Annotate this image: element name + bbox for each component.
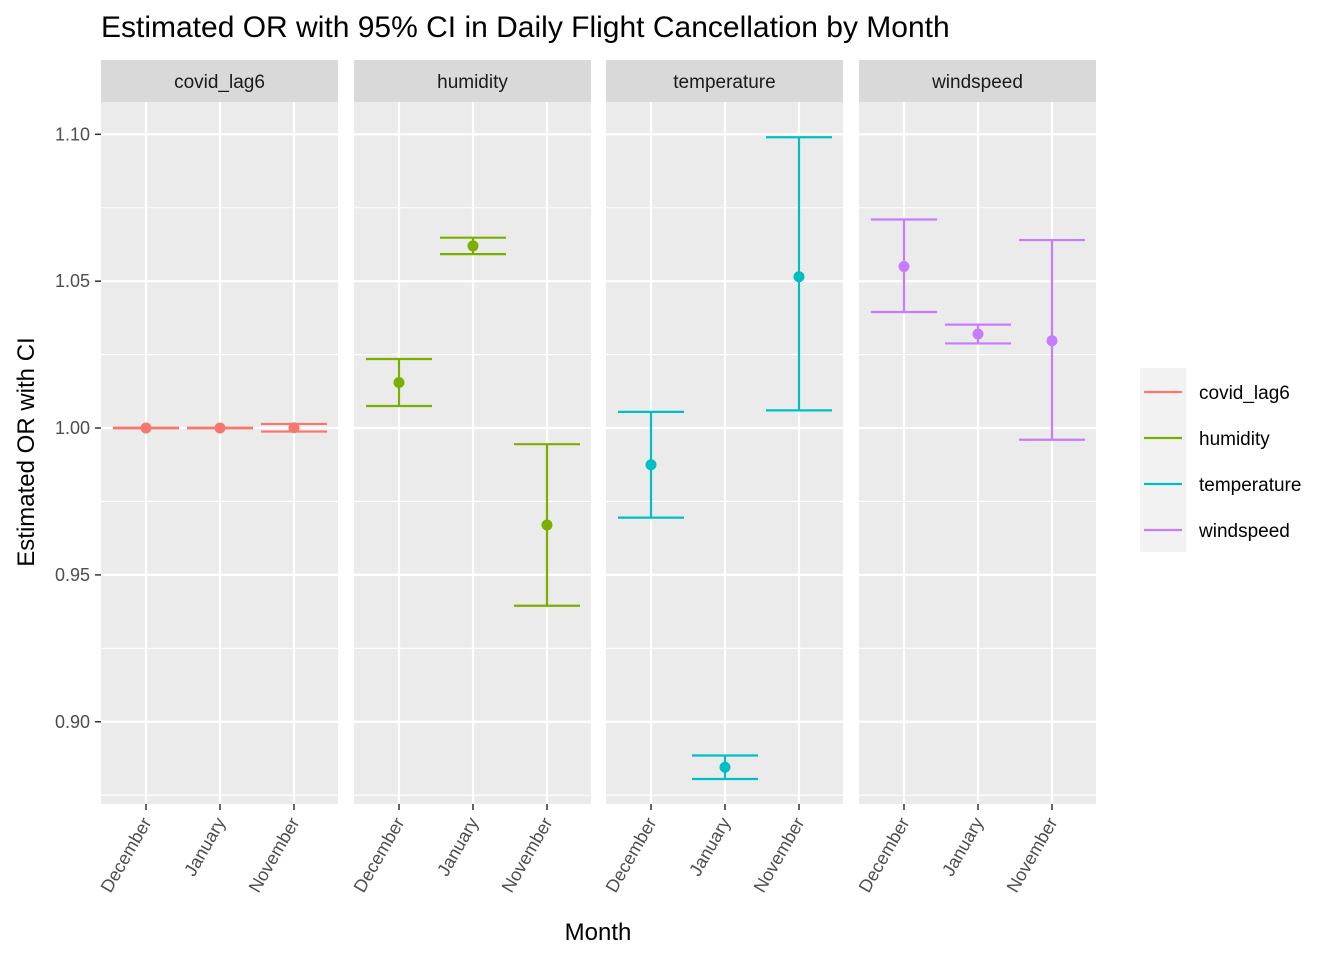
facet-strip [606, 60, 843, 102]
estimate-point [898, 260, 910, 272]
facet-panel-temperature: temperature December January November [602, 60, 843, 896]
estimate-point [645, 459, 657, 471]
legend-label: windspeed [1198, 521, 1290, 542]
facet-strip-label: covid_lag6 [174, 72, 265, 93]
x-tick-label: November [750, 814, 809, 896]
errorbar-humidity-january [440, 236, 506, 256]
x-tick-label: December [97, 814, 156, 896]
facet-panel-windspeed: windspeed December January November [855, 60, 1096, 896]
y-tick-label: 1.10 [55, 124, 90, 144]
x-axis-title: Month [565, 919, 632, 946]
errorbar-covid-lag6-december [113, 422, 179, 434]
estimate-point [288, 422, 300, 434]
errorbar-windspeed-november [1019, 238, 1085, 441]
x-tick-label: December [350, 814, 409, 896]
errorbar-covid-lag6-january [187, 422, 253, 434]
estimate-point [467, 240, 479, 252]
legend-key-background [1140, 368, 1186, 552]
estimate-point [541, 519, 553, 531]
legend-item-humidity: humidity [1144, 429, 1270, 450]
legend-label: temperature [1199, 475, 1301, 496]
x-tick-label: January [685, 814, 734, 879]
x-tick-label: November [245, 814, 304, 896]
errorbar-windspeed-january [945, 323, 1011, 345]
y-tick-label: 0.90 [55, 712, 90, 732]
estimate-point [793, 271, 805, 283]
facet-strip [859, 60, 1096, 102]
x-tick-label: November [1003, 814, 1062, 896]
facet-strip-label: temperature [673, 72, 775, 93]
errorbar-humidity-november [514, 443, 580, 607]
y-axis: 0.90 0.95 1.00 1.05 1.10 [55, 124, 101, 732]
facet-strip [101, 60, 338, 102]
errorbar-temperature-january [692, 754, 758, 781]
facet-panel-covid-lag6: covid_lag6 December January November [97, 60, 338, 896]
errorbar-humidity-december [366, 357, 432, 408]
estimate-point [214, 422, 226, 434]
y-tick-label: 1.05 [55, 271, 90, 291]
legend-item-windspeed: windspeed [1144, 521, 1290, 542]
errorbar-temperature-november [766, 136, 832, 412]
x-tick-label: November [498, 814, 557, 896]
legend-item-temperature: temperature [1144, 475, 1301, 496]
x-tick-label: January [433, 814, 482, 879]
estimate-point [972, 328, 984, 340]
x-tick-label: December [602, 814, 661, 896]
estimate-point [140, 422, 152, 434]
facet-strip-label: windspeed [931, 72, 1023, 93]
errorbar-covid-lag6-november [261, 422, 327, 434]
estimate-point [393, 377, 405, 389]
errorbar-temperature-december [618, 410, 684, 519]
legend-label: covid_lag6 [1199, 383, 1290, 404]
facet-strip-label: humidity [437, 72, 508, 93]
chart-title: Estimated OR with 95% CI in Daily Flight… [101, 11, 950, 44]
facet-panel-humidity: humidity December January November [350, 60, 591, 896]
y-axis-title: Estimated OR with CI [13, 337, 40, 566]
estimate-point [1046, 335, 1058, 347]
y-tick-label: 1.00 [55, 418, 90, 438]
x-tick-label: December [855, 814, 914, 896]
y-tick-label: 0.95 [55, 565, 90, 585]
errorbar-windspeed-december [871, 218, 937, 314]
x-tick-label: January [180, 814, 229, 879]
legend-label: humidity [1199, 429, 1270, 450]
x-tick-label: January [938, 814, 987, 879]
legend-item-covid-lag6: covid_lag6 [1144, 383, 1290, 404]
facet-strip [354, 60, 591, 102]
estimate-point [719, 761, 731, 773]
legend: covid_lag6 humidity temperature windspeed [1140, 368, 1301, 552]
